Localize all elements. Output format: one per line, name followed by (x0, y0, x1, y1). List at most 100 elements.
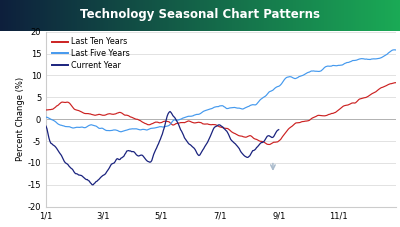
Bar (356, 0, 357, 31)
Bar (333, 0, 335, 31)
Bar (4, 0, 5, 31)
Bar (201, 0, 203, 31)
Bar (169, 0, 171, 31)
Bar (112, 0, 113, 31)
Bar (116, 0, 117, 31)
Bar (239, 0, 240, 31)
Bar (176, 0, 177, 31)
Bar (399, 0, 400, 31)
Bar (131, 0, 132, 31)
Bar (252, 0, 253, 31)
Bar (108, 0, 109, 31)
Bar (80, 0, 81, 31)
Bar (139, 0, 140, 31)
Bar (352, 0, 353, 31)
Bar (249, 0, 251, 31)
Bar (111, 0, 112, 31)
Bar (297, 0, 299, 31)
Bar (204, 0, 205, 31)
Bar (145, 0, 147, 31)
Bar (376, 0, 377, 31)
Bar (343, 0, 344, 31)
Bar (97, 0, 99, 31)
Bar (84, 0, 85, 31)
Bar (395, 0, 396, 31)
Bar (0, 0, 1, 31)
Bar (221, 0, 223, 31)
Bar (321, 0, 323, 31)
Bar (39, 0, 40, 31)
Bar (48, 0, 49, 31)
Bar (367, 0, 368, 31)
Bar (244, 0, 245, 31)
Bar (19, 0, 20, 31)
Bar (152, 0, 153, 31)
Bar (143, 0, 144, 31)
Bar (53, 0, 55, 31)
Bar (316, 0, 317, 31)
Bar (237, 0, 239, 31)
Bar (123, 0, 124, 31)
Bar (23, 0, 24, 31)
Bar (397, 0, 399, 31)
Bar (299, 0, 300, 31)
Bar (261, 0, 263, 31)
Bar (389, 0, 391, 31)
Bar (327, 0, 328, 31)
Bar (256, 0, 257, 31)
Bar (344, 0, 345, 31)
Bar (323, 0, 324, 31)
Bar (88, 0, 89, 31)
Bar (311, 0, 312, 31)
Bar (52, 0, 53, 31)
Bar (235, 0, 236, 31)
Bar (307, 0, 308, 31)
Bar (21, 0, 23, 31)
Bar (99, 0, 100, 31)
Bar (61, 0, 63, 31)
Bar (133, 0, 135, 31)
Bar (47, 0, 48, 31)
Bar (280, 0, 281, 31)
Bar (3, 0, 4, 31)
Bar (56, 0, 57, 31)
Bar (159, 0, 160, 31)
Bar (345, 0, 347, 31)
Bar (193, 0, 195, 31)
Bar (73, 0, 75, 31)
Bar (81, 0, 83, 31)
Bar (96, 0, 97, 31)
Bar (181, 0, 183, 31)
Bar (243, 0, 244, 31)
Bar (231, 0, 232, 31)
Bar (60, 0, 61, 31)
Bar (212, 0, 213, 31)
Bar (277, 0, 279, 31)
Bar (68, 0, 69, 31)
Bar (79, 0, 80, 31)
Bar (380, 0, 381, 31)
Bar (211, 0, 212, 31)
Bar (55, 0, 56, 31)
Bar (384, 0, 385, 31)
Bar (164, 0, 165, 31)
Bar (208, 0, 209, 31)
Bar (16, 0, 17, 31)
Bar (364, 0, 365, 31)
Bar (144, 0, 145, 31)
Bar (128, 0, 129, 31)
Bar (272, 0, 273, 31)
Bar (315, 0, 316, 31)
Bar (33, 0, 35, 31)
Bar (121, 0, 123, 31)
Bar (104, 0, 105, 31)
Bar (265, 0, 267, 31)
Bar (132, 0, 133, 31)
Bar (319, 0, 320, 31)
Bar (36, 0, 37, 31)
Bar (148, 0, 149, 31)
Bar (37, 0, 39, 31)
Bar (76, 0, 77, 31)
Bar (353, 0, 355, 31)
Bar (233, 0, 235, 31)
